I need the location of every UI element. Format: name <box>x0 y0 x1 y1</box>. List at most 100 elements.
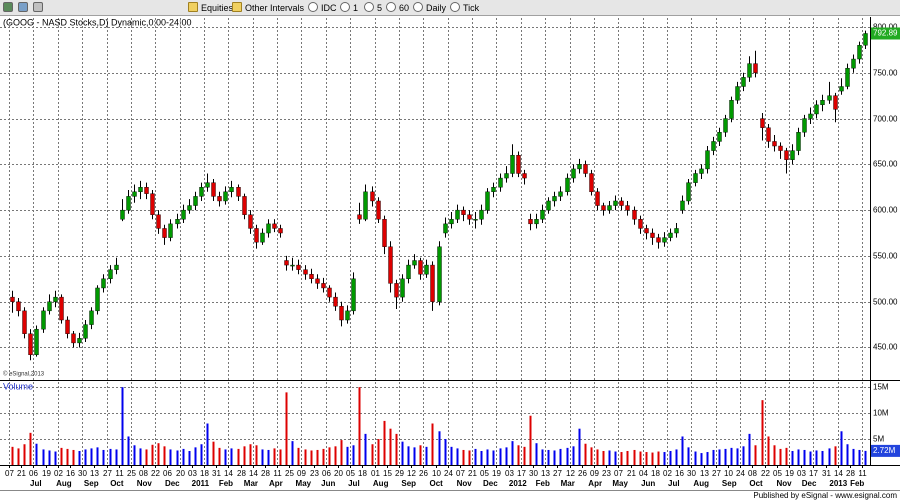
x-tick-label: 24 <box>444 469 453 478</box>
x-tick-label: 16 <box>66 469 75 478</box>
candle-body <box>656 237 661 243</box>
volume-bar <box>828 448 831 465</box>
volume-bar <box>535 443 538 465</box>
x-tick-label: 09 <box>297 469 306 478</box>
candle-body <box>607 205 612 211</box>
candle-body <box>686 182 691 202</box>
volume-bar <box>767 436 770 465</box>
x-tick-label: 19 <box>42 469 51 478</box>
candle-body <box>162 228 167 238</box>
candle-body <box>668 232 673 238</box>
candle-body <box>766 127 771 142</box>
volume-bar <box>517 445 520 465</box>
volume-bar <box>273 448 276 465</box>
candle-body <box>382 219 387 247</box>
candle-body <box>729 100 734 119</box>
x-tick-label: 11 <box>858 469 867 478</box>
toolbar-button[interactable]: 5 <box>364 2 382 14</box>
toolbar-label: Other Intervals <box>245 3 305 13</box>
tool-icon[interactable] <box>18 2 31 14</box>
candle-body <box>863 33 868 46</box>
volume-bar <box>352 445 355 465</box>
toolbar-button[interactable]: IDC <box>308 2 337 14</box>
volume-bar <box>645 452 648 465</box>
last-volume-box <box>871 444 900 457</box>
x-major-label: Apr <box>588 479 602 488</box>
last-price-label: 792.89 <box>873 29 898 38</box>
candle-body <box>443 223 448 234</box>
volume-bar <box>249 444 252 465</box>
volume-bar <box>462 449 465 465</box>
x-tick-label: 07 <box>456 469 465 478</box>
candle-body <box>278 228 283 234</box>
volume-bar <box>383 420 386 465</box>
volume-bar <box>212 441 215 465</box>
candle-body <box>217 196 222 202</box>
candle-body <box>266 223 271 234</box>
toolbar-button[interactable]: 60 <box>386 2 409 14</box>
candle-body <box>595 191 600 206</box>
candle-body <box>260 232 265 243</box>
candle-body <box>437 246 442 302</box>
candle-body <box>510 154 515 174</box>
candle-body <box>504 173 509 179</box>
toolbar-button[interactable]: 1 <box>340 2 358 14</box>
candle-body <box>132 191 137 197</box>
volume-bar <box>346 446 349 465</box>
x-major-label: Feb <box>219 479 233 488</box>
volume-bar <box>145 449 148 465</box>
volume-bar <box>773 445 776 465</box>
volume-bar <box>310 450 313 465</box>
candle-body <box>28 333 33 356</box>
x-tick-label: 09 <box>590 469 599 478</box>
volume-bar <box>499 448 502 465</box>
x-tick-label: 03 <box>505 469 514 478</box>
toolbar-button[interactable]: Other Intervals <box>232 2 304 14</box>
volume-bar <box>102 449 105 465</box>
candle-body <box>741 77 746 87</box>
x-tick-label: 30 <box>78 469 87 478</box>
tool-icon[interactable] <box>33 2 46 14</box>
candle-body <box>516 154 521 174</box>
marks <box>10 30 868 465</box>
toolbar-button[interactable]: Equities <box>188 2 233 14</box>
x-major-label: Sep <box>84 479 99 488</box>
candle-body <box>357 214 362 220</box>
candle-body <box>461 209 466 215</box>
volume-bar <box>559 448 562 465</box>
candle-body <box>236 187 241 197</box>
x-major-label: Mar <box>561 479 575 488</box>
y-tick-label: 650.00 <box>873 160 898 169</box>
toolbar-label: Equities <box>201 3 234 13</box>
tool-icon[interactable] <box>3 2 16 14</box>
candle-body <box>77 338 82 344</box>
volume-bar <box>450 446 453 465</box>
x-tick-label: 31 <box>822 469 831 478</box>
x-tick-label: 15 <box>383 469 392 478</box>
x-major-label: Dec <box>802 479 817 488</box>
toolbar-label: Daily <box>426 3 447 13</box>
volume-bar <box>724 448 727 465</box>
x-tick-label: 04 <box>639 469 648 478</box>
volume-bar <box>834 446 837 465</box>
toolbar-button[interactable]: Daily <box>413 2 446 14</box>
volume-bar <box>17 448 20 465</box>
volume-bar <box>468 450 471 465</box>
x-major-label: 2011 <box>192 479 210 488</box>
volume-bar <box>864 450 867 465</box>
volume-bar <box>395 433 398 465</box>
volume-bar <box>748 433 751 465</box>
volume-bar <box>157 443 160 465</box>
x-major-label: Feb <box>536 479 550 488</box>
volume-bar <box>480 450 483 465</box>
candle-body <box>583 164 588 174</box>
x-tick-label: 18 <box>651 469 660 478</box>
x-tick-label: 13 <box>90 469 99 478</box>
volume-bar <box>218 447 221 465</box>
candle-body <box>485 191 490 211</box>
candle-body <box>735 86 740 101</box>
candle-body <box>558 191 563 197</box>
toolbar-button[interactable]: Tick <box>450 2 479 14</box>
volume-bar <box>29 432 32 465</box>
volume-bar <box>803 449 806 465</box>
